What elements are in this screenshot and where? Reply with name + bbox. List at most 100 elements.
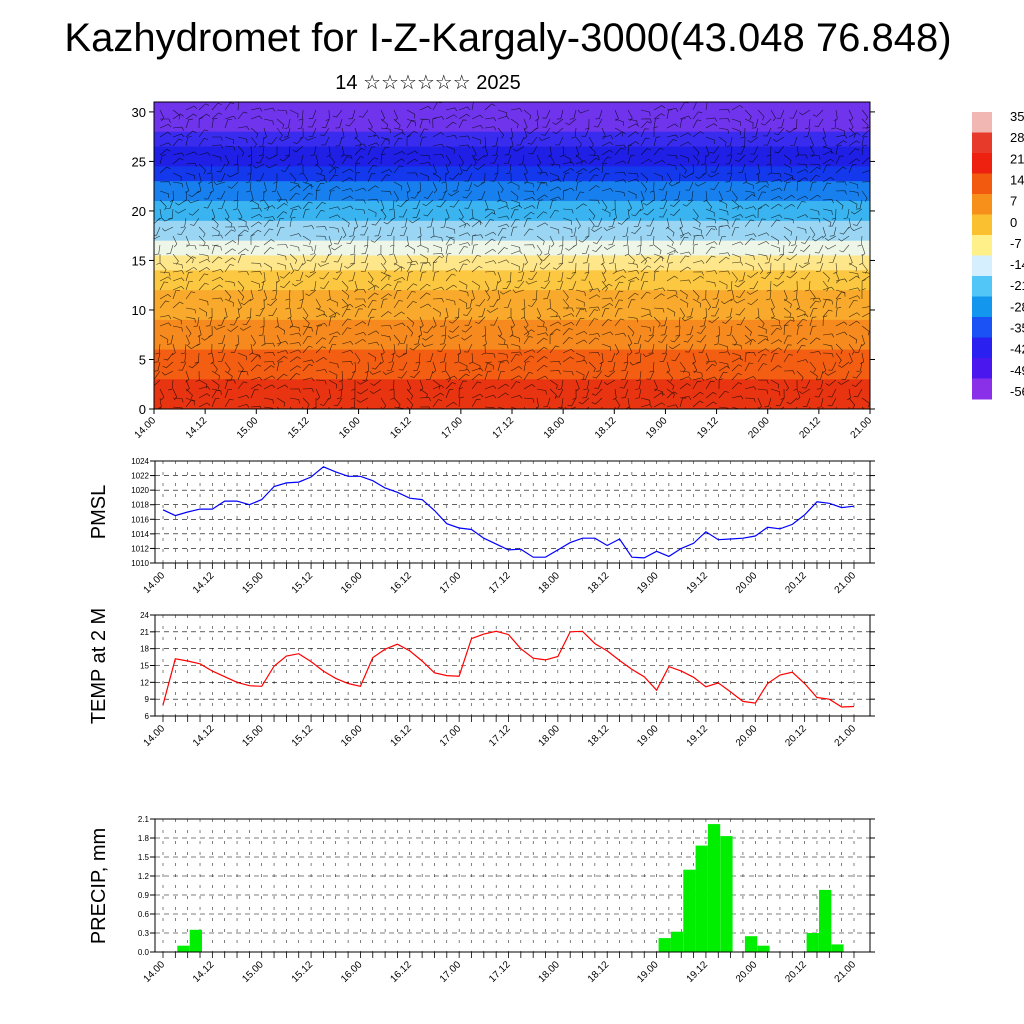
wind-barb <box>757 240 770 246</box>
wind-barb <box>814 388 824 398</box>
wind-barb <box>770 203 782 210</box>
wind-barb <box>440 316 447 327</box>
wind-barb <box>812 235 824 242</box>
wind-barb <box>445 370 451 383</box>
wind-barb <box>305 289 317 297</box>
wind-barb <box>367 299 377 309</box>
wind-barb <box>660 325 668 336</box>
wind-barb <box>271 289 278 300</box>
wind-barb <box>172 406 183 409</box>
wind-barb <box>250 107 263 112</box>
wind-barb <box>766 154 772 166</box>
wind-barb <box>328 379 338 389</box>
wind-barb <box>159 334 169 344</box>
colorbar-label: 21 <box>1010 151 1024 166</box>
x-tick-label: 19.00 <box>635 570 661 596</box>
wind-barb <box>679 266 691 273</box>
wind-barb <box>380 262 387 274</box>
wind-barb <box>528 145 538 155</box>
wind-barb <box>224 298 234 307</box>
wind-barb <box>237 254 246 264</box>
wind-barb <box>525 280 538 285</box>
wind-barb <box>477 190 486 200</box>
wind-barb <box>436 199 447 208</box>
wind-barb <box>354 321 367 327</box>
wind-barb <box>666 249 679 255</box>
wind-barb <box>575 181 582 192</box>
wind-barb <box>783 335 792 345</box>
wind-barb <box>211 256 223 264</box>
wind-barb <box>744 386 757 390</box>
wind-barb <box>172 133 185 138</box>
wind-barb <box>354 308 363 318</box>
wind-barb <box>789 109 798 119</box>
wind-barb <box>497 359 510 364</box>
wind-barb <box>558 253 564 265</box>
wind-barb <box>380 127 392 134</box>
wind-barb <box>744 238 756 246</box>
wind-barb <box>562 370 574 376</box>
wind-barb <box>773 253 785 261</box>
x-tick-label: 14.00 <box>142 723 168 749</box>
wind-barb <box>490 316 499 326</box>
x-tick-label: 20.00 <box>734 959 760 985</box>
wind-barb <box>601 149 613 156</box>
wind-barb <box>822 177 835 183</box>
wind-barb <box>744 190 755 197</box>
wind-barb <box>159 166 171 174</box>
wind-barb <box>263 239 275 246</box>
wind-barb <box>575 307 587 313</box>
x-tick-label: 14.12 <box>191 723 217 749</box>
wind-barb <box>679 115 692 120</box>
wind-barb <box>627 109 633 122</box>
wind-barb <box>588 333 601 338</box>
wind-barb <box>783 319 795 327</box>
wind-barb <box>503 298 512 308</box>
wind-barb <box>718 199 728 209</box>
wind-barb <box>276 190 282 203</box>
wind-barb <box>536 194 548 201</box>
wind-barb <box>263 397 274 404</box>
wind-barb <box>627 276 640 282</box>
wind-barb <box>369 370 382 375</box>
wind-barb <box>814 244 824 254</box>
wind-barb <box>198 267 210 273</box>
wind-barb <box>621 361 629 372</box>
wind-barb <box>211 217 219 229</box>
wind-barb <box>505 163 512 175</box>
wind-barb <box>715 325 721 338</box>
wind-barb <box>198 235 206 247</box>
wind-barb <box>333 253 343 263</box>
wind-barb <box>333 235 343 245</box>
wind-barb <box>640 313 653 318</box>
wind-barb <box>328 163 337 174</box>
wind-barb <box>591 397 603 405</box>
wind-barb <box>328 312 341 318</box>
wind-barb <box>796 325 803 336</box>
wind-barb <box>276 203 288 210</box>
wind-barb <box>601 280 608 292</box>
wind-barb <box>289 316 294 329</box>
wind-barb <box>796 344 806 354</box>
wind-barb <box>653 388 664 396</box>
wind-barb <box>289 262 295 275</box>
wind-barb <box>588 318 599 327</box>
wind-barb <box>198 226 206 238</box>
wind-barb <box>371 217 382 226</box>
wind-barb <box>364 361 370 374</box>
x-tick-label: 15.12 <box>290 570 316 596</box>
wind-barb <box>188 208 200 216</box>
wind-barb <box>718 361 729 369</box>
wind-barb <box>492 145 499 156</box>
wind-barb <box>809 163 821 169</box>
wind-barb <box>850 226 863 231</box>
wind-barb <box>263 228 274 237</box>
wind-barb <box>509 325 514 338</box>
wind-barb <box>426 217 434 228</box>
x-tick-label: 21.00 <box>833 723 859 749</box>
wind-barb <box>237 225 250 230</box>
panel-frame <box>154 614 871 717</box>
wind-barb <box>809 208 820 216</box>
wind-barb <box>731 127 741 136</box>
wind-barb <box>478 307 486 318</box>
